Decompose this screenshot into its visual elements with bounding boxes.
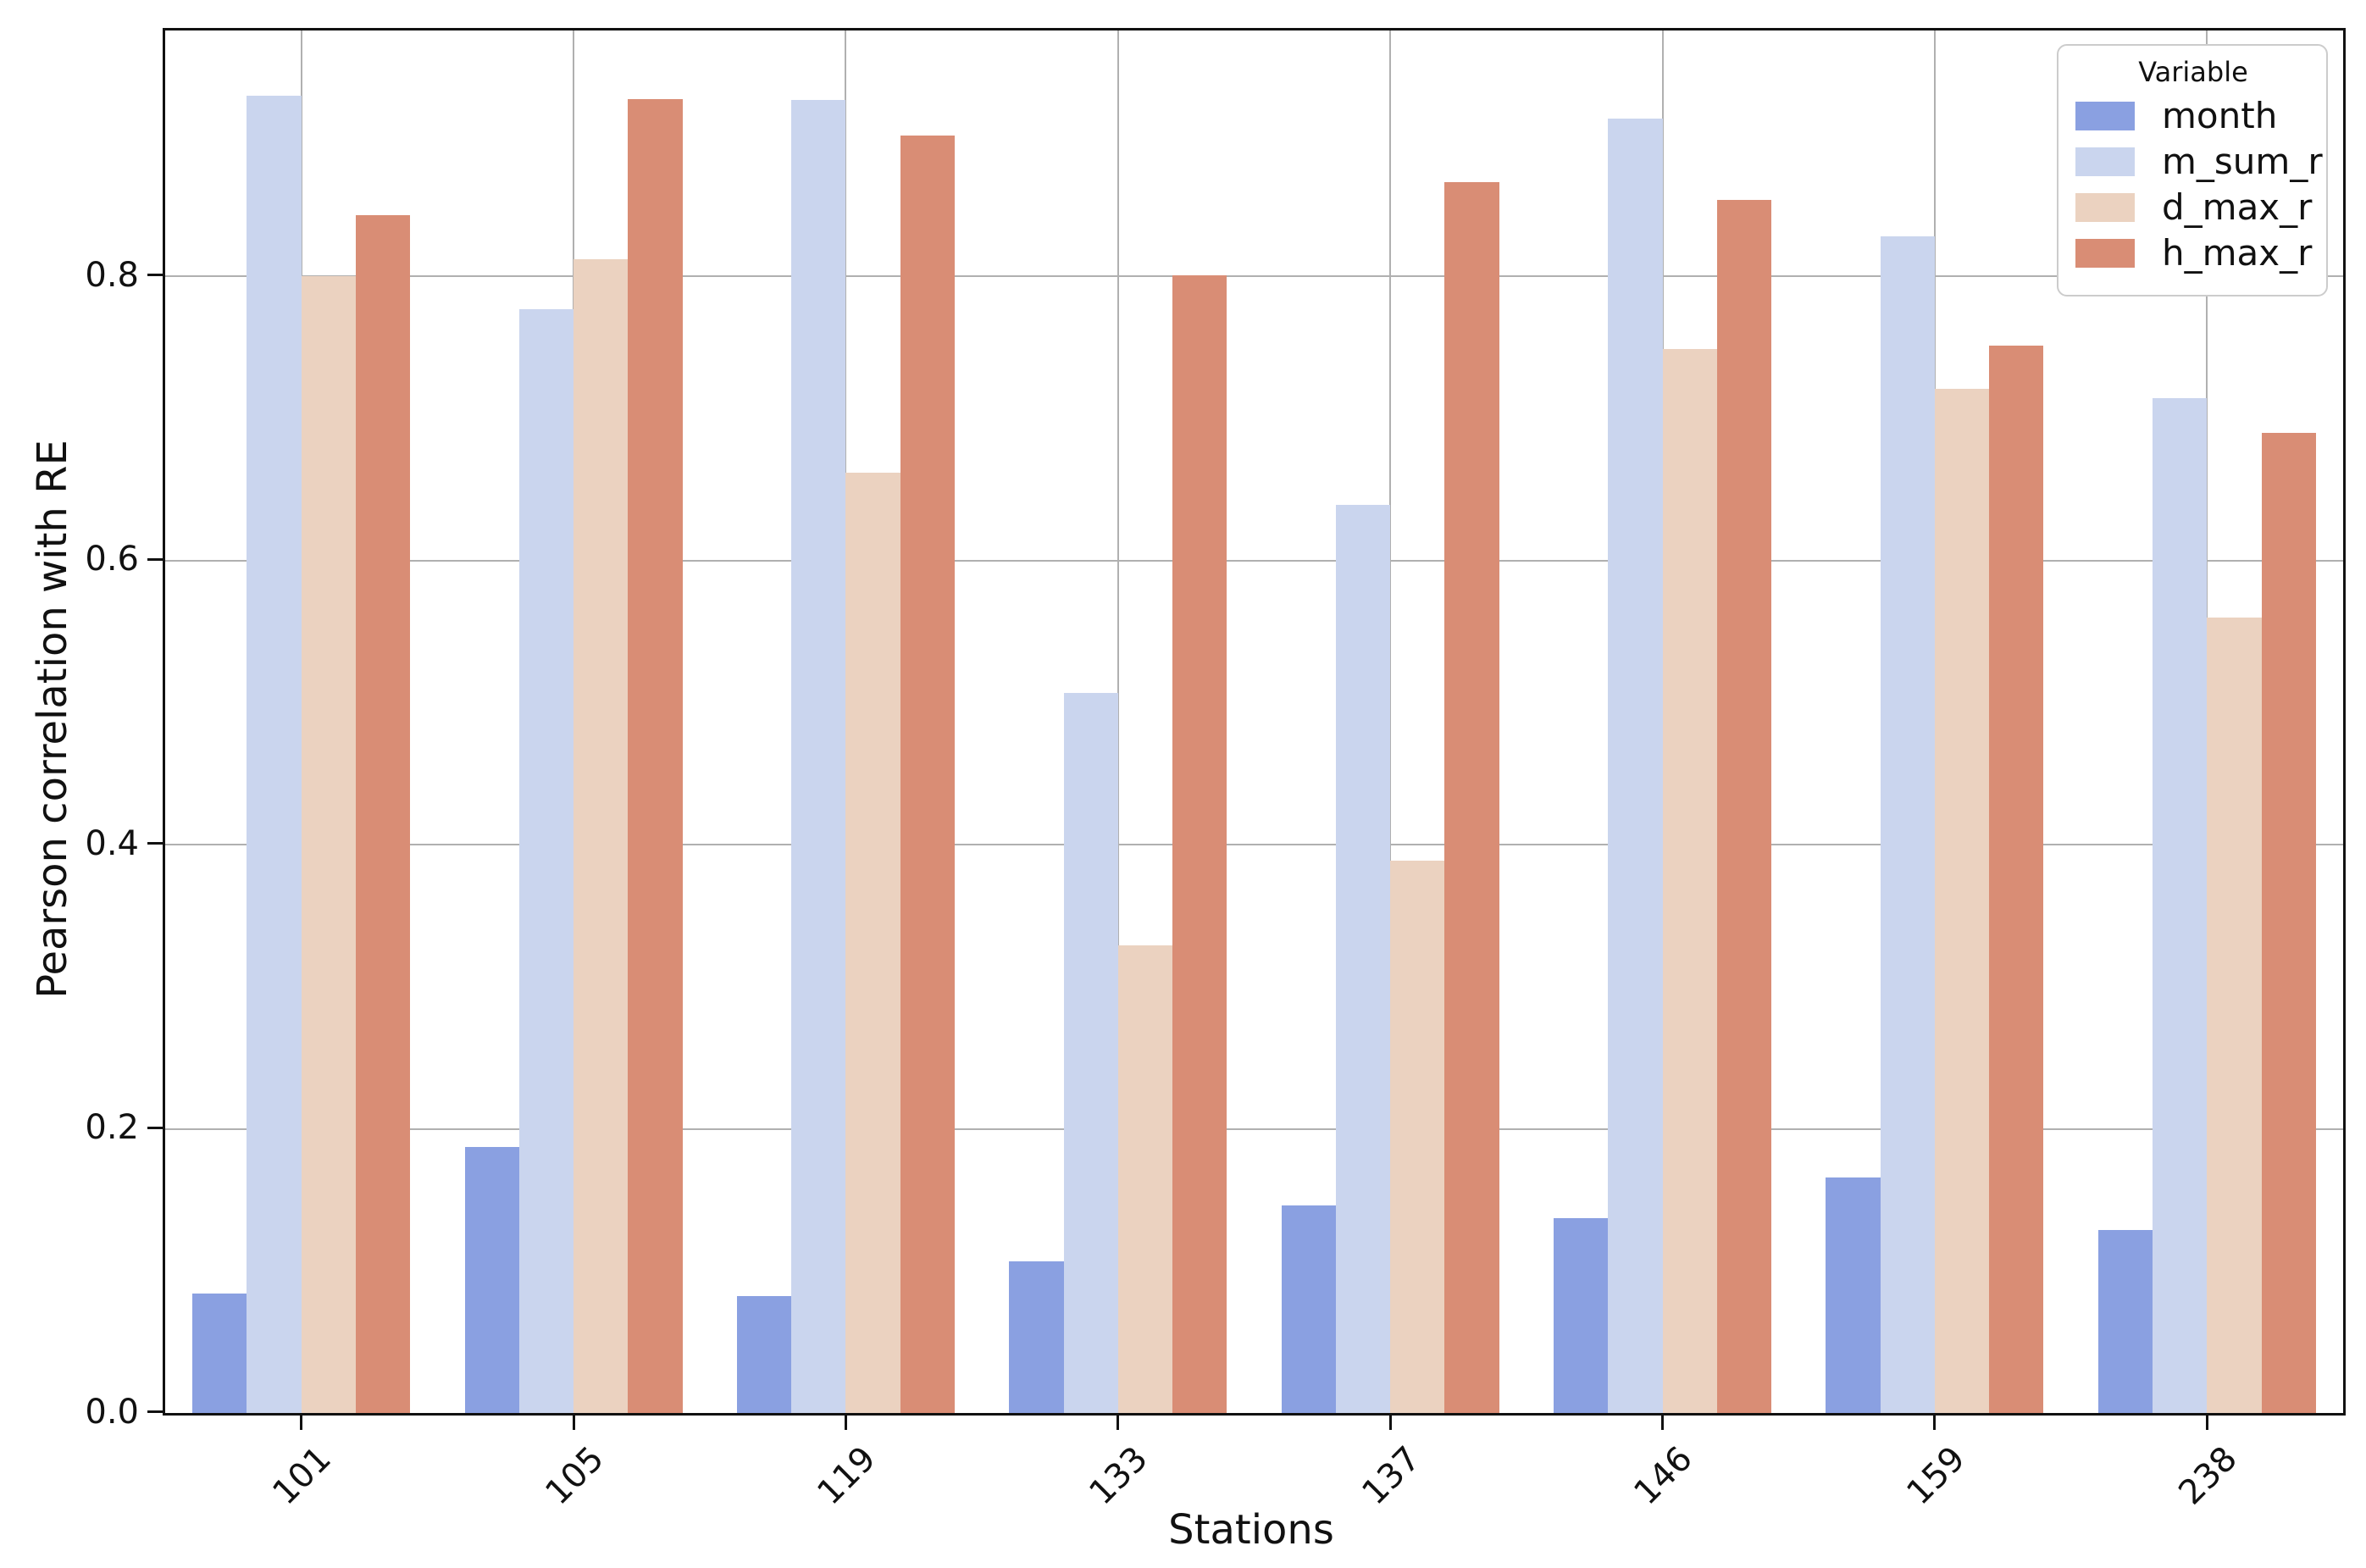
bar-month-133 — [1009, 1260, 1064, 1413]
xtick-mark-146 — [1661, 1416, 1665, 1430]
ytick-mark-0.4 — [147, 842, 163, 845]
bar-m_sum_r-101 — [247, 96, 302, 1413]
gridline-x-133 — [1117, 30, 1119, 1413]
gridline-x-137 — [1389, 30, 1392, 1413]
bar-month-238 — [2097, 1229, 2153, 1413]
xtick-label-105: 105 — [537, 1438, 612, 1513]
bar-month-137 — [1281, 1205, 1336, 1413]
bar-m_sum_r-105 — [518, 308, 574, 1413]
legend-swatch-h_max_r — [2075, 239, 2135, 268]
plot-area — [163, 28, 2346, 1416]
bar-d_max_r-133 — [1117, 945, 1173, 1413]
legend-label-h_max_r: h_max_r — [2162, 232, 2313, 274]
xtick-mark-105 — [572, 1416, 575, 1430]
bar-month-101 — [192, 1294, 247, 1413]
legend-entries: month m_sum_r d_max_r h_max_r — [2075, 98, 2323, 274]
legend-entry-month: month — [2075, 98, 2311, 134]
bar-m_sum_r-159 — [1880, 236, 1935, 1413]
bar-d_max_r-146 — [1662, 348, 1717, 1413]
bar-h_max_r-133 — [1172, 274, 1227, 1413]
bar-d_max_r-119 — [845, 472, 900, 1413]
bar-h_max_r-146 — [1716, 199, 1772, 1413]
legend-label-m_sum_r: m_sum_r — [2162, 141, 2323, 182]
legend-swatch-d_max_r — [2075, 193, 2135, 222]
ytick-label-0.6: 0.6 — [85, 540, 139, 579]
xtick-mark-137 — [1388, 1416, 1392, 1430]
legend-entry-d_max_r: d_max_r — [2075, 186, 2313, 228]
ytick-mark-0.8 — [147, 274, 163, 277]
xtick-mark-159 — [1933, 1416, 1937, 1430]
x-axis-label: Stations — [1168, 1506, 1334, 1554]
xtick-label-238: 238 — [2171, 1438, 2245, 1513]
ytick-mark-0.0 — [147, 1410, 163, 1413]
ytick-label-0.0: 0.0 — [85, 1392, 139, 1432]
bar-month-119 — [736, 1296, 792, 1413]
bar-d_max_r-137 — [1390, 860, 1445, 1413]
xtick-label-133: 133 — [1082, 1438, 1156, 1513]
ytick-label-0.4: 0.4 — [85, 823, 139, 863]
gridline-y-0.4 — [165, 844, 2343, 846]
legend-entry-m_sum_r: m_sum_r — [2075, 144, 2323, 180]
legend-label-d_max_r: d_max_r — [2162, 186, 2313, 228]
bar-d_max_r-159 — [1934, 388, 1990, 1413]
legend: Variable month m_sum_r d_max_r h_max_r — [2057, 44, 2328, 296]
y-axis-label: Pearson correlation with RE — [29, 440, 76, 999]
bar-d_max_r-238 — [2207, 617, 2262, 1413]
ytick-mark-0.6 — [147, 557, 163, 561]
legend-title: Variable — [2138, 56, 2248, 88]
legend-swatch-m_sum_r — [2075, 147, 2135, 176]
xtick-mark-101 — [300, 1416, 303, 1430]
xtick-label-146: 146 — [1626, 1438, 1700, 1513]
xtick-label-159: 159 — [1898, 1438, 1973, 1513]
ytick-label-0.8: 0.8 — [85, 255, 139, 295]
bar-d_max_r-101 — [301, 276, 356, 1413]
xtick-label-101: 101 — [265, 1438, 340, 1513]
bar-month-105 — [464, 1147, 519, 1413]
xtick-mark-119 — [844, 1416, 847, 1430]
xtick-mark-133 — [1117, 1416, 1120, 1430]
ytick-mark-0.2 — [147, 1126, 163, 1129]
bar-h_max_r-137 — [1444, 182, 1499, 1413]
bar-m_sum_r-119 — [791, 100, 846, 1413]
legend-swatch-month — [2075, 102, 2135, 130]
legend-entry-h_max_r: h_max_r — [2075, 232, 2313, 274]
bar-m_sum_r-137 — [1335, 505, 1391, 1413]
gridline-y-0.6 — [165, 559, 2343, 562]
bar-h_max_r-101 — [355, 215, 411, 1413]
xtick-label-119: 119 — [810, 1438, 884, 1513]
bar-m_sum_r-146 — [1608, 119, 1663, 1413]
ytick-label-0.2: 0.2 — [85, 1108, 139, 1148]
legend-label-month: month — [2162, 95, 2278, 136]
bar-h_max_r-238 — [2261, 432, 2316, 1413]
gridline-y-0.2 — [165, 1128, 2343, 1130]
bar-month-146 — [1554, 1218, 1609, 1413]
bar-d_max_r-105 — [573, 259, 629, 1413]
bar-h_max_r-105 — [628, 98, 683, 1413]
bar-m_sum_r-238 — [2153, 398, 2208, 1413]
bar-m_sum_r-133 — [1063, 692, 1118, 1413]
gridline-y-0.8 — [165, 275, 2343, 278]
xtick-label-137: 137 — [1355, 1438, 1428, 1513]
bar-h_max_r-159 — [1989, 346, 2044, 1413]
bar-month-159 — [1826, 1177, 1881, 1413]
xtick-mark-238 — [2205, 1416, 2208, 1430]
bar-h_max_r-119 — [900, 136, 955, 1413]
